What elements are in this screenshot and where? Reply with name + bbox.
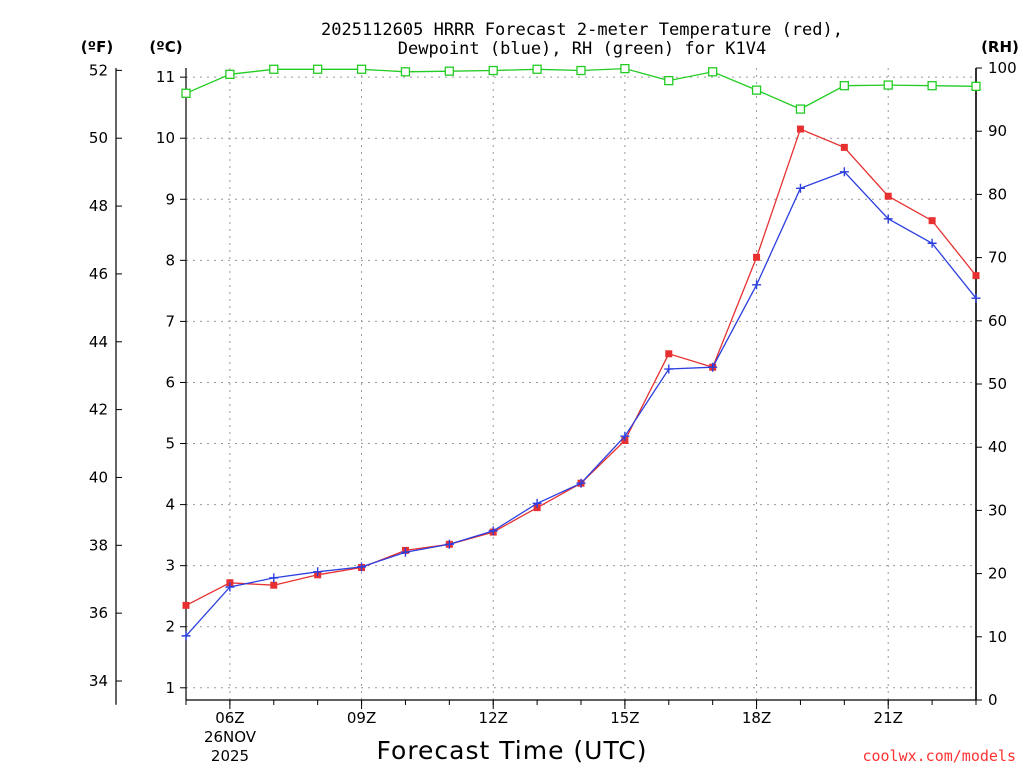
rh-tick-label: 20 bbox=[988, 565, 1007, 583]
x-tick-label: 18Z bbox=[742, 709, 771, 727]
rh-point bbox=[664, 75, 674, 86]
dewpoint-point bbox=[532, 498, 542, 508]
grid-lines bbox=[186, 68, 976, 700]
celsius-tick-label: 10 bbox=[156, 129, 175, 147]
dewpoint-point bbox=[795, 183, 805, 193]
fahrenheit-unit-label: (ºF) bbox=[81, 38, 113, 56]
dewpoint-point bbox=[181, 631, 191, 641]
dewpoint-point bbox=[576, 478, 586, 488]
rh-point bbox=[444, 66, 454, 76]
rh-point bbox=[488, 65, 498, 76]
fahrenheit-tick-label: 44 bbox=[89, 333, 108, 351]
celsius-tick-label: 2 bbox=[165, 618, 175, 636]
rh-point bbox=[927, 81, 937, 91]
celsius-tick-label: 11 bbox=[156, 68, 175, 86]
temperature-point bbox=[840, 143, 848, 151]
rh-tick-label: 40 bbox=[988, 438, 1007, 456]
rh-point bbox=[269, 64, 279, 74]
rh-tick-label: 90 bbox=[988, 122, 1007, 140]
fahrenheit-tick-label: 50 bbox=[89, 129, 108, 147]
rh-point bbox=[839, 81, 849, 91]
rh-point bbox=[883, 80, 893, 90]
rh-point bbox=[181, 88, 191, 98]
temperature-point bbox=[270, 581, 278, 589]
chart-title-line1: 2025112605 HRRR Forecast 2-meter Tempera… bbox=[321, 20, 843, 40]
axes: 3436384042444648505212345678910110102030… bbox=[89, 59, 1017, 727]
celsius-tick-label: 5 bbox=[165, 435, 175, 453]
celsius-tick-label: 6 bbox=[165, 373, 175, 391]
rh-unit-label: (RH) bbox=[981, 38, 1019, 56]
dewpoint-point bbox=[971, 293, 981, 303]
dewpoint-point bbox=[488, 526, 498, 536]
rh-point bbox=[620, 63, 630, 74]
rh-tick-label: 50 bbox=[988, 375, 1007, 393]
rh-tick-label: 60 bbox=[988, 312, 1007, 330]
x-tick-label: 06Z bbox=[215, 709, 244, 727]
rh-point bbox=[356, 64, 367, 74]
fahrenheit-tick-label: 52 bbox=[89, 61, 108, 79]
dewpoint-point bbox=[620, 431, 630, 441]
fahrenheit-tick-label: 36 bbox=[89, 604, 108, 622]
rh-point bbox=[225, 69, 235, 79]
celsius-tick-label: 7 bbox=[165, 312, 175, 330]
x-tick-label: 09Z bbox=[347, 709, 376, 727]
dewpoint-point bbox=[708, 362, 718, 372]
x-tick-label: 12Z bbox=[479, 709, 508, 727]
celsius-tick-label: 3 bbox=[165, 557, 175, 575]
rh-tick-label: 80 bbox=[988, 185, 1007, 203]
dewpoint-point bbox=[225, 582, 235, 592]
dewpoint-point bbox=[400, 547, 410, 557]
temperature-point bbox=[796, 125, 804, 133]
dewpoint-point bbox=[752, 280, 762, 290]
rh-point bbox=[708, 67, 718, 77]
celsius-tick-label: 1 bbox=[165, 679, 175, 697]
dewpoint-point bbox=[664, 364, 674, 374]
rh-point bbox=[971, 81, 981, 91]
fahrenheit-tick-label: 34 bbox=[89, 672, 108, 690]
celsius-unit-label: (ºC) bbox=[149, 38, 182, 56]
rh-tick-label: 30 bbox=[988, 501, 1007, 519]
dewpoint-point bbox=[269, 573, 279, 583]
chart-title-line2: Dewpoint (blue), RH (green) for K1V4 bbox=[398, 39, 766, 59]
x-axis-title: Forecast Time (UTC) bbox=[377, 736, 648, 765]
temperature-point bbox=[884, 192, 892, 200]
dewpoint-point bbox=[357, 562, 367, 572]
fahrenheit-tick-label: 38 bbox=[89, 536, 108, 554]
rh-tick-label: 100 bbox=[988, 59, 1017, 77]
fahrenheit-tick-label: 40 bbox=[89, 468, 108, 486]
fahrenheit-tick-label: 42 bbox=[89, 401, 108, 419]
temperature-point bbox=[972, 272, 980, 280]
rh-point bbox=[313, 64, 323, 74]
dewpoint-point bbox=[444, 539, 454, 549]
dewpoint-point bbox=[839, 167, 849, 177]
date-label-day: 26NOV bbox=[204, 728, 257, 746]
celsius-tick-label: 9 bbox=[165, 190, 175, 208]
rh-point bbox=[532, 64, 542, 74]
fahrenheit-tick-label: 46 bbox=[89, 265, 108, 283]
temperature-point bbox=[182, 601, 190, 609]
dewpoint-point bbox=[313, 567, 323, 577]
rh-tick-label: 0 bbox=[988, 691, 998, 709]
dewpoint-point bbox=[883, 214, 893, 224]
celsius-tick-label: 8 bbox=[165, 251, 175, 269]
data-series bbox=[181, 63, 981, 641]
temperature-point bbox=[665, 350, 673, 358]
date-label-year: 2025 bbox=[211, 747, 249, 765]
site-credit: coolwx.com/models bbox=[862, 747, 1016, 765]
rh-tick-label: 70 bbox=[988, 249, 1007, 267]
rh-point bbox=[400, 67, 411, 77]
temperature-point bbox=[928, 217, 936, 225]
rh-point bbox=[751, 85, 762, 95]
temperature-point bbox=[753, 253, 761, 261]
fahrenheit-tick-label: 48 bbox=[89, 197, 108, 215]
rh-tick-label: 10 bbox=[988, 628, 1007, 646]
celsius-tick-label: 4 bbox=[165, 496, 175, 514]
x-tick-label: 21Z bbox=[874, 709, 903, 727]
x-tick-label: 15Z bbox=[610, 709, 639, 727]
rh-point bbox=[576, 65, 586, 76]
dewpoint-point bbox=[927, 238, 937, 248]
rh-point bbox=[795, 104, 806, 114]
